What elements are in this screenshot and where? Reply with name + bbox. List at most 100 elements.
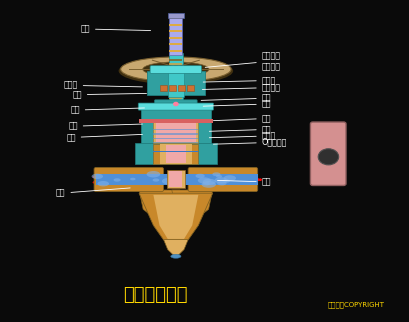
Bar (160, 144, 192, 164)
Ellipse shape (92, 174, 103, 179)
Polygon shape (139, 190, 180, 219)
Bar (153, 138, 198, 139)
Ellipse shape (196, 174, 205, 178)
Text: 密封脂: 密封脂 (209, 131, 276, 140)
Ellipse shape (119, 57, 233, 84)
Text: O型橡胶圈: O型橡胶圈 (213, 138, 287, 147)
Text: 阀盖: 阀盖 (213, 114, 271, 123)
Bar (153, 129, 198, 130)
Bar (169, 24, 182, 26)
Bar (169, 80, 182, 82)
Bar (169, 71, 182, 74)
Bar (168, 13, 184, 18)
Ellipse shape (212, 172, 220, 176)
Bar (135, 143, 217, 164)
Bar (169, 101, 182, 103)
FancyBboxPatch shape (94, 167, 164, 192)
Text: 抱承: 抱承 (72, 90, 146, 99)
Ellipse shape (222, 179, 230, 183)
Ellipse shape (171, 254, 181, 258)
Bar (169, 88, 182, 90)
Bar (153, 144, 198, 164)
FancyBboxPatch shape (150, 66, 202, 73)
FancyBboxPatch shape (188, 167, 258, 192)
Text: 填料: 填料 (203, 99, 271, 109)
FancyBboxPatch shape (138, 103, 213, 110)
Polygon shape (153, 195, 198, 239)
Bar (160, 85, 167, 91)
Bar (153, 133, 198, 135)
Text: 垫片: 垫片 (68, 122, 142, 131)
Bar (169, 113, 182, 116)
Ellipse shape (169, 66, 183, 73)
Bar (147, 71, 204, 95)
Text: 传动装置
（手轮）: 传动装置 （手轮） (205, 52, 281, 71)
Text: 闸板: 闸板 (218, 177, 271, 186)
Text: 轴承盖: 轴承盖 (203, 76, 276, 85)
Text: 阀座: 阀座 (66, 133, 142, 142)
Bar (141, 108, 211, 143)
Ellipse shape (153, 178, 160, 182)
Ellipse shape (217, 181, 227, 185)
Ellipse shape (203, 179, 216, 185)
FancyBboxPatch shape (310, 122, 346, 185)
Bar (169, 17, 182, 19)
Bar (178, 85, 185, 91)
Text: 抽承架: 抽承架 (63, 81, 142, 90)
Bar (169, 53, 183, 126)
Ellipse shape (162, 178, 176, 185)
Ellipse shape (224, 175, 236, 181)
Bar (168, 69, 184, 97)
Ellipse shape (214, 177, 228, 184)
Bar (169, 63, 182, 65)
Text: 东方仿真COPYRIGHT: 东方仿真COPYRIGHT (327, 301, 384, 308)
Bar (169, 59, 182, 61)
Bar (153, 151, 198, 152)
Ellipse shape (114, 178, 121, 182)
Ellipse shape (146, 171, 160, 177)
Bar (167, 170, 185, 188)
Bar (169, 43, 182, 45)
FancyBboxPatch shape (155, 100, 197, 108)
Bar (96, 174, 258, 185)
Bar (153, 120, 198, 143)
Bar (169, 14, 182, 55)
Ellipse shape (130, 178, 136, 180)
Text: 锁紧螺母: 锁紧螺母 (202, 83, 281, 92)
Ellipse shape (198, 177, 211, 184)
Bar (169, 92, 182, 95)
Bar (187, 85, 194, 91)
Text: 护罩: 护罩 (81, 24, 151, 33)
Ellipse shape (97, 181, 109, 186)
Text: 压盖: 压盖 (201, 94, 271, 103)
Bar (169, 76, 182, 78)
Circle shape (318, 149, 339, 165)
Bar (169, 122, 182, 124)
Polygon shape (172, 190, 213, 219)
Ellipse shape (202, 181, 216, 188)
Bar (139, 119, 213, 123)
Bar (169, 37, 182, 39)
Bar (169, 105, 182, 107)
Bar (169, 85, 176, 91)
Polygon shape (164, 240, 188, 258)
Ellipse shape (121, 57, 231, 81)
Ellipse shape (216, 175, 222, 178)
Text: 阀体: 阀体 (56, 188, 130, 198)
Bar (169, 118, 182, 120)
Text: 活塞: 活塞 (209, 125, 271, 134)
Text: 手动平板闸阀: 手动平板闸阀 (123, 286, 188, 304)
Bar (169, 84, 182, 86)
Bar (153, 142, 198, 143)
Polygon shape (139, 193, 213, 240)
Bar (166, 145, 186, 163)
Bar (169, 50, 182, 52)
Bar (169, 67, 182, 70)
Ellipse shape (203, 182, 210, 185)
Bar (169, 171, 182, 187)
Ellipse shape (143, 62, 209, 77)
Bar (169, 30, 182, 32)
Bar (156, 123, 196, 142)
Bar (169, 97, 182, 99)
Text: 阀杆: 阀杆 (70, 106, 144, 115)
